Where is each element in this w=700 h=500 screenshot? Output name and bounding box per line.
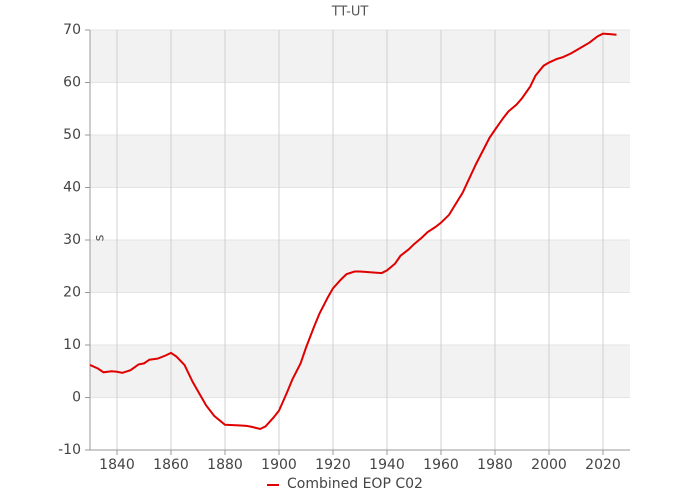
x-tick-label: 1920: [315, 457, 351, 473]
y-tick-label: -10: [58, 442, 81, 458]
band: [90, 240, 630, 293]
x-tick-label: 1960: [423, 457, 459, 473]
y-tick-label: 30: [63, 232, 81, 248]
chart-title: TT-UT: [331, 5, 369, 20]
y-tick-label: 20: [63, 285, 81, 301]
x-tick-label: 2020: [585, 457, 621, 473]
band: [90, 345, 630, 398]
x-tick-label: 1860: [153, 457, 189, 473]
x-tick-label: 1940: [369, 457, 405, 473]
legend-label: Combined EOP C02: [287, 476, 423, 492]
y-tick-label: 40: [63, 180, 81, 196]
x-tick-label: 1880: [207, 457, 243, 473]
y-tick-label: 10: [63, 337, 81, 353]
y-tick-label: 0: [72, 390, 81, 406]
x-tick-label: 2000: [531, 457, 567, 473]
y-tick-label: 70: [63, 22, 81, 38]
data-line: [89, 32, 617, 431]
x-tick-label: 1900: [261, 457, 297, 473]
y-tick-label: 50: [63, 127, 81, 143]
x-tick-label: 1840: [99, 457, 135, 473]
y-tick-label: 60: [63, 75, 81, 91]
band: [90, 30, 630, 83]
y-axis-label: s: [93, 234, 108, 241]
band: [90, 135, 630, 188]
x-tick-label: 1980: [477, 457, 513, 473]
